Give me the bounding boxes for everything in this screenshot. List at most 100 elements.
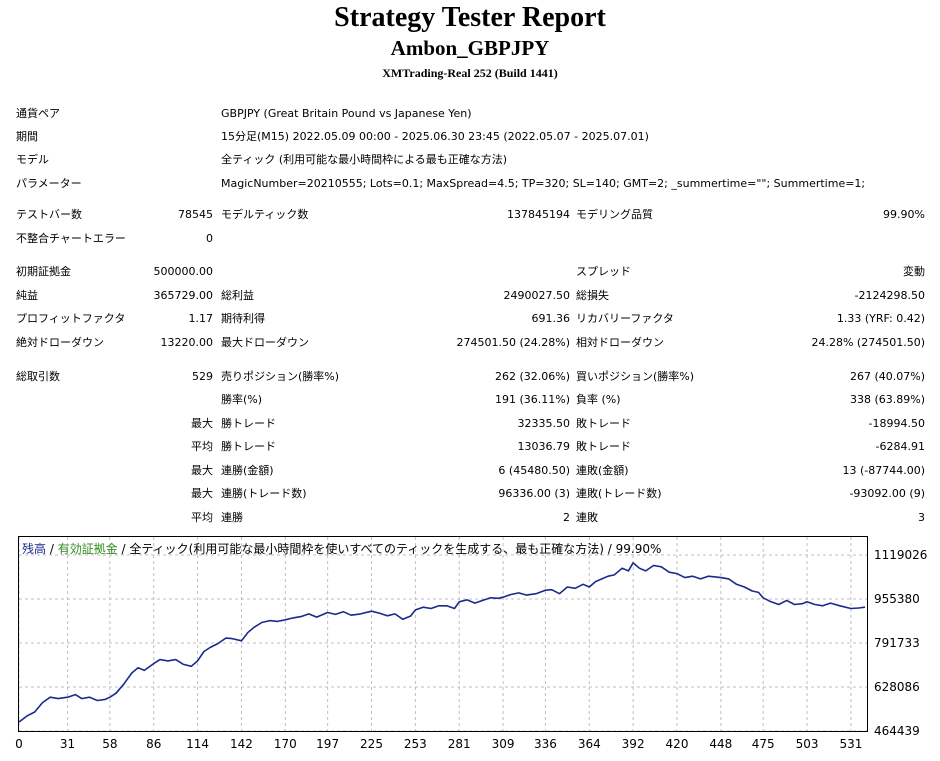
y-tick-label: 955380 — [874, 591, 920, 606]
profit-factor-value: 1.17 — [188, 312, 214, 325]
quality-value: 99.90% — [883, 208, 925, 221]
avg-loss-value: -6284.91 — [875, 440, 925, 453]
cons-win-money-label: 連勝(金額) — [221, 464, 274, 477]
rel-drawdown-value: 24.28% (274501.50) — [811, 336, 925, 349]
avg-win-label: 勝トレード — [221, 440, 276, 453]
spread-label: スプレッド — [576, 265, 631, 278]
x-tick-label: 531 — [839, 737, 863, 751]
quality-label: モデリング品質 — [576, 208, 653, 221]
bars-value: 78545 — [178, 208, 213, 221]
cons-win-trades-value: 96336.00 (3) — [498, 487, 570, 500]
x-tick-label: 392 — [621, 737, 645, 751]
max-cons-money-prefix: 最大 — [191, 464, 213, 477]
cons-win-trades-label: 連勝(トレード数) — [221, 487, 307, 500]
model-label: モデル — [16, 153, 49, 166]
x-tick-label: 142 — [230, 737, 253, 751]
x-tick-label: 475 — [751, 737, 775, 751]
cons-win-money-value: 6 (45480.50) — [498, 464, 570, 477]
bars-label: テストバー数 — [16, 208, 82, 221]
chart-legend: 残高 / 有効証拠金 / 全ティック(利用可能な最小時間枠を使いすべてのティック… — [22, 540, 661, 557]
legend-balance: 残高 — [22, 542, 47, 556]
gross-profit-label: 総利益 — [221, 289, 254, 302]
balance-line — [19, 561, 866, 723]
gross-loss-value: -2124298.50 — [854, 289, 925, 302]
net-profit-value: 365729.00 — [153, 289, 214, 302]
avg-cons-win-value: 2 — [563, 511, 570, 524]
average-prefix: 平均 — [191, 440, 213, 453]
ticks-label: モデルティック数 — [221, 208, 309, 221]
loss-rate-value: 338 (63.89%) — [849, 393, 925, 406]
y-tick-label: 628086 — [874, 679, 920, 694]
legend-separator: / — [46, 542, 58, 556]
profit-factor-label: プロフィットファクタ — [16, 312, 126, 325]
long-positions-label: 買いポジション(勝率%) — [576, 370, 695, 383]
balance-chart-svg — [19, 537, 867, 731]
net-profit-label: 純益 — [16, 289, 38, 302]
avg-win-value: 13036.79 — [517, 440, 571, 453]
short-positions-value: 262 (32.06%) — [494, 370, 570, 383]
y-tick-label: 464439 — [874, 724, 920, 738]
x-tick-label: 197 — [316, 737, 340, 751]
expected-payoff-label: 期待利得 — [221, 312, 265, 325]
x-tick-label: 281 — [447, 737, 471, 751]
max-drawdown-label: 最大ドローダウン — [221, 336, 309, 349]
long-positions-value: 267 (40.07%) — [849, 370, 925, 383]
avg-cons-win-label: 連勝 — [221, 511, 243, 524]
period-value: 15分足(M15) 2022.05.09 00:00 - 2025.06.30 … — [221, 130, 649, 143]
x-tick-label: 170 — [273, 737, 297, 751]
ea-name: Ambon_GBPJPY — [390, 36, 550, 60]
cons-loss-trades-label: 連敗(トレード数) — [576, 487, 662, 500]
x-tick-label: 364 — [577, 737, 601, 751]
recovery-factor-value: 1.33 (YRF: 0.42) — [836, 312, 925, 325]
gross-profit-value: 2490027.50 — [503, 289, 570, 302]
x-tick-label: 86 — [146, 737, 162, 751]
symbol-label: 通貨ペア — [16, 107, 60, 120]
largest-win-value: 32335.50 — [517, 417, 571, 430]
mismatch-value: 0 — [206, 232, 213, 245]
win-rate-label: 勝率(%) — [221, 393, 263, 406]
abs-drawdown-value: 13220.00 — [160, 336, 214, 349]
max-drawdown-value: 274501.50 (24.28%) — [456, 336, 570, 349]
largest-loss-label: 敗トレード — [576, 417, 631, 430]
params-label: パラメーター — [16, 177, 82, 190]
y-tick-label: 1119026 — [874, 548, 928, 562]
x-tick-label: 225 — [360, 737, 383, 751]
mismatch-label: 不整合チャートエラー — [16, 232, 126, 245]
largest-loss-value: -18994.50 — [868, 417, 925, 430]
balance-chart — [18, 536, 868, 732]
deposit-label: 初期証拠金 — [16, 265, 71, 278]
x-tick-label: 420 — [665, 737, 689, 751]
legend-description: / 全ティック(利用可能な最小時間枠を使いすべてのティックを生成する、最も正確な… — [117, 542, 662, 556]
x-tick-label: 309 — [491, 737, 515, 751]
spread-value: 変動 — [903, 265, 925, 278]
x-tick-label: 503 — [795, 737, 819, 751]
deposit-value: 500000.00 — [153, 265, 214, 278]
loss-rate-label: 負率 (%) — [576, 393, 621, 406]
model-value: 全ティック (利用可能な最小時間枠による最も正確な方法) — [221, 153, 508, 166]
avg-cons-loss-value: 3 — [918, 511, 925, 524]
y-tick-label: 791733 — [874, 635, 920, 650]
cons-loss-money-value: 13 (-87744.00) — [842, 464, 925, 477]
largest-win-label: 勝トレード — [221, 417, 276, 430]
server-build: XMTrading-Real 252 (Build 1441) — [382, 66, 558, 80]
rel-drawdown-label: 相対ドローダウン — [576, 336, 664, 349]
short-positions-label: 売りポジション(勝率%) — [221, 370, 340, 383]
x-tick-label: 31 — [59, 737, 76, 751]
cons-loss-money-label: 連敗(金額) — [576, 464, 629, 477]
period-label: 期間 — [16, 130, 38, 143]
avg-cons-loss-label: 連敗 — [576, 511, 598, 524]
avg-loss-label: 敗トレード — [576, 440, 631, 453]
x-tick-label: 253 — [403, 737, 427, 751]
largest-prefix: 最大 — [191, 417, 213, 430]
x-tick-label: 448 — [709, 737, 733, 751]
legend-equity: 有効証拠金 — [57, 542, 118, 556]
x-tick-label: 114 — [186, 737, 210, 751]
x-tick-label: 0 — [15, 737, 23, 751]
cons-loss-trades-value: -93092.00 (9) — [849, 487, 925, 500]
total-trades-value: 529 — [192, 370, 213, 383]
expected-payoff-value: 691.36 — [531, 312, 571, 325]
report-title: Strategy Tester Report — [334, 2, 606, 33]
win-rate-value: 191 (36.11%) — [494, 393, 570, 406]
gross-loss-label: 総損失 — [576, 289, 609, 302]
recovery-factor-label: リカバリーファクタ — [576, 312, 674, 325]
